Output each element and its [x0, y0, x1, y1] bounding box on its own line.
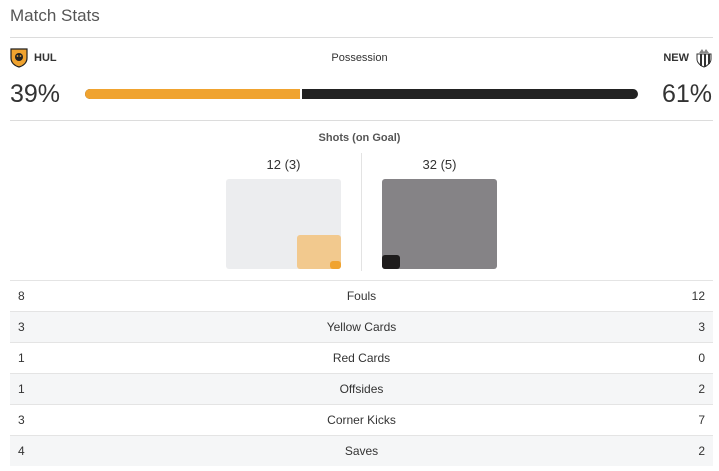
away-possession: 61%: [661, 80, 712, 108]
home-stat-value: 3: [18, 413, 25, 427]
away-stat-value: 2: [698, 382, 705, 396]
away-stat-value: 2: [698, 444, 705, 458]
home-stat-value: 1: [18, 382, 25, 396]
shots-separator: [361, 153, 362, 271]
stat-row: 1 Red Cards 0: [10, 342, 713, 373]
stat-row: 1 Offsides 2: [10, 373, 713, 404]
away-shots-graphic: [382, 179, 497, 269]
away-stat-value: 12: [691, 289, 705, 303]
stat-label: Red Cards: [332, 351, 391, 365]
stat-label: Saves: [344, 444, 379, 458]
stat-label: Offsides: [339, 382, 384, 396]
shots-label: Shots (on Goal): [318, 132, 401, 144]
home-stat-value: 4: [18, 444, 25, 458]
away-stat-value: 0: [698, 351, 705, 365]
away-shots: 32 (5): [422, 157, 457, 172]
away-stat-value: 7: [698, 413, 705, 427]
hull-crest-icon: [10, 48, 28, 68]
home-stat-value: 1: [18, 351, 25, 365]
home-team[interactable]: HUL: [10, 48, 57, 68]
away-stat-value: 3: [698, 320, 705, 334]
possession-bar-divider: [299, 89, 302, 99]
stat-row: 3 Corner Kicks 7: [10, 404, 713, 435]
home-possession: 39%: [10, 80, 61, 108]
away-team[interactable]: NEW: [663, 48, 713, 68]
home-shots-on-goal-block: [330, 261, 341, 269]
possession-bar: [85, 89, 638, 99]
home-shots-graphic: [226, 179, 341, 269]
possession-label: Possession: [331, 52, 388, 64]
stat-row: 4 Saves 2: [10, 435, 713, 466]
home-team-abbr: HUL: [34, 52, 57, 64]
possession-bar-home: [85, 89, 301, 99]
stat-row: 8 Fouls 12: [10, 280, 713, 311]
divider: [10, 120, 713, 121]
home-stat-value: 3: [18, 320, 25, 334]
away-team-abbr: NEW: [663, 52, 689, 64]
section-title: Match Stats: [10, 6, 100, 25]
home-stat-value: 8: [18, 289, 25, 303]
stat-row: 3 Yellow Cards 3: [10, 311, 713, 342]
stats-table: 8 Fouls 12 3 Yellow Cards 3 1 Red Cards …: [10, 280, 713, 466]
away-shots-on-goal-block: [382, 255, 400, 269]
stat-label: Corner Kicks: [327, 413, 396, 427]
newcastle-crest-icon: [695, 48, 713, 68]
stat-label: Fouls: [346, 289, 377, 303]
stat-label: Yellow Cards: [326, 320, 397, 334]
divider: [10, 37, 713, 38]
home-shots: 12 (3): [266, 157, 301, 172]
